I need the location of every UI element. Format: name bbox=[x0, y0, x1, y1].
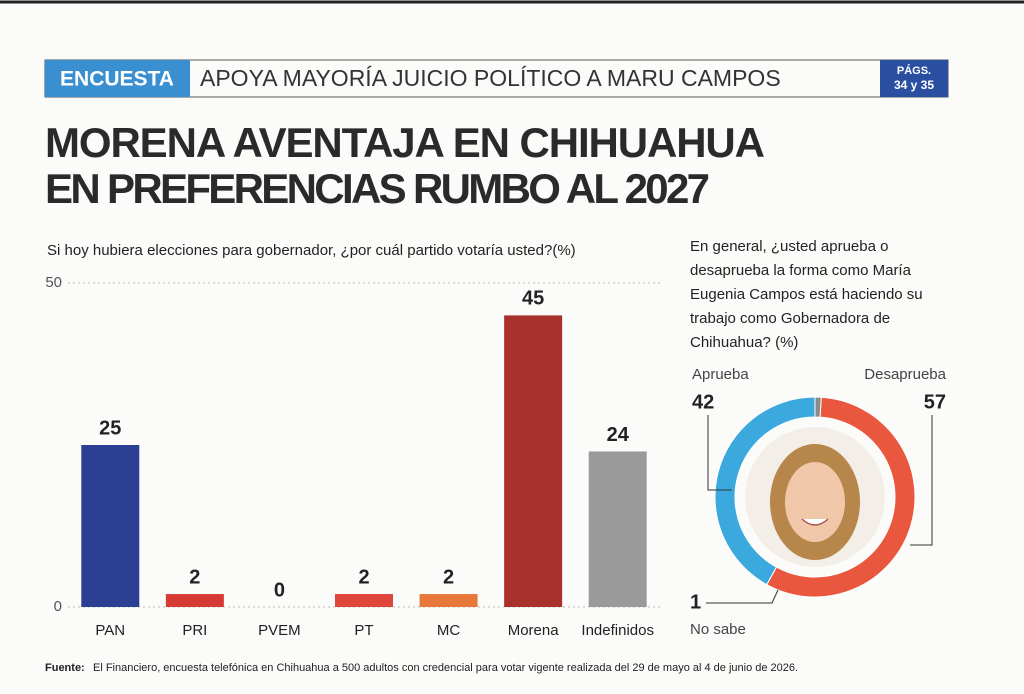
x-tick-label: Morena bbox=[508, 622, 560, 639]
value-label: 2 bbox=[189, 566, 200, 588]
pages: 34 y 35 bbox=[894, 78, 934, 92]
photo-face bbox=[785, 462, 845, 542]
legend-label: No sabe bbox=[690, 621, 746, 638]
y-tick-label: 50 bbox=[45, 274, 62, 291]
title-line: EN PREFERENCIAS RUMBO AL 2027 bbox=[45, 165, 710, 212]
leader-line bbox=[910, 415, 933, 546]
x-tick-label: Indefinidos bbox=[581, 622, 654, 639]
value-label: 24 bbox=[607, 424, 630, 446]
bar bbox=[504, 315, 563, 607]
x-tick-label: PVEM bbox=[258, 622, 301, 639]
photo-smile bbox=[801, 518, 829, 526]
header-tag-box bbox=[45, 60, 190, 97]
x-tick-label: MC bbox=[437, 622, 460, 639]
value-label: 25 bbox=[99, 417, 121, 439]
x-tick-label: PT bbox=[354, 622, 373, 639]
value-label: 42 bbox=[692, 391, 714, 413]
x-tick-label: PRI bbox=[182, 622, 207, 639]
pages-label: PÁGS. bbox=[897, 64, 931, 77]
leader-line bbox=[706, 589, 779, 604]
donut-segment bbox=[814, 396, 822, 418]
value-label: 2 bbox=[358, 566, 369, 588]
pages-box bbox=[880, 60, 948, 97]
source-text: El Financiero, encuesta telefónica en Ch… bbox=[93, 662, 798, 674]
bar bbox=[335, 594, 393, 607]
bar bbox=[165, 594, 224, 607]
legend-label: Aprueba bbox=[692, 366, 749, 383]
value-label: 2 bbox=[443, 566, 454, 588]
bar bbox=[81, 445, 140, 607]
bar bbox=[419, 594, 478, 607]
bar bbox=[588, 451, 647, 607]
leader-line bbox=[707, 415, 732, 491]
donut-title-box: En general, ¿usted aprueba o desaprueba … bbox=[690, 238, 923, 351]
header-tag: ENCUESTA bbox=[60, 68, 174, 91]
y-tick-label: 0 bbox=[54, 598, 62, 615]
source-label: Fuente: bbox=[45, 662, 85, 674]
header-headline: APOYA MAYORÍA JUICIO POLÍTICO A MARU CAM… bbox=[200, 65, 781, 91]
value-label: 1 bbox=[690, 591, 701, 613]
legend-label: Desaprueba bbox=[864, 366, 946, 383]
x-tick-label: PAN bbox=[95, 622, 125, 639]
donut-chart-title: En general, ¿usted aprueba o desaprueba … bbox=[690, 238, 923, 351]
value-label: 45 bbox=[522, 288, 544, 310]
bar-chart-title: Si hoy hubiera elecciones para gobernado… bbox=[47, 242, 576, 259]
value-label: 0 bbox=[274, 579, 285, 601]
title-line: MORENA AVENTAJA EN CHIHUAHUA bbox=[45, 119, 765, 166]
value-label: 57 bbox=[924, 391, 946, 413]
